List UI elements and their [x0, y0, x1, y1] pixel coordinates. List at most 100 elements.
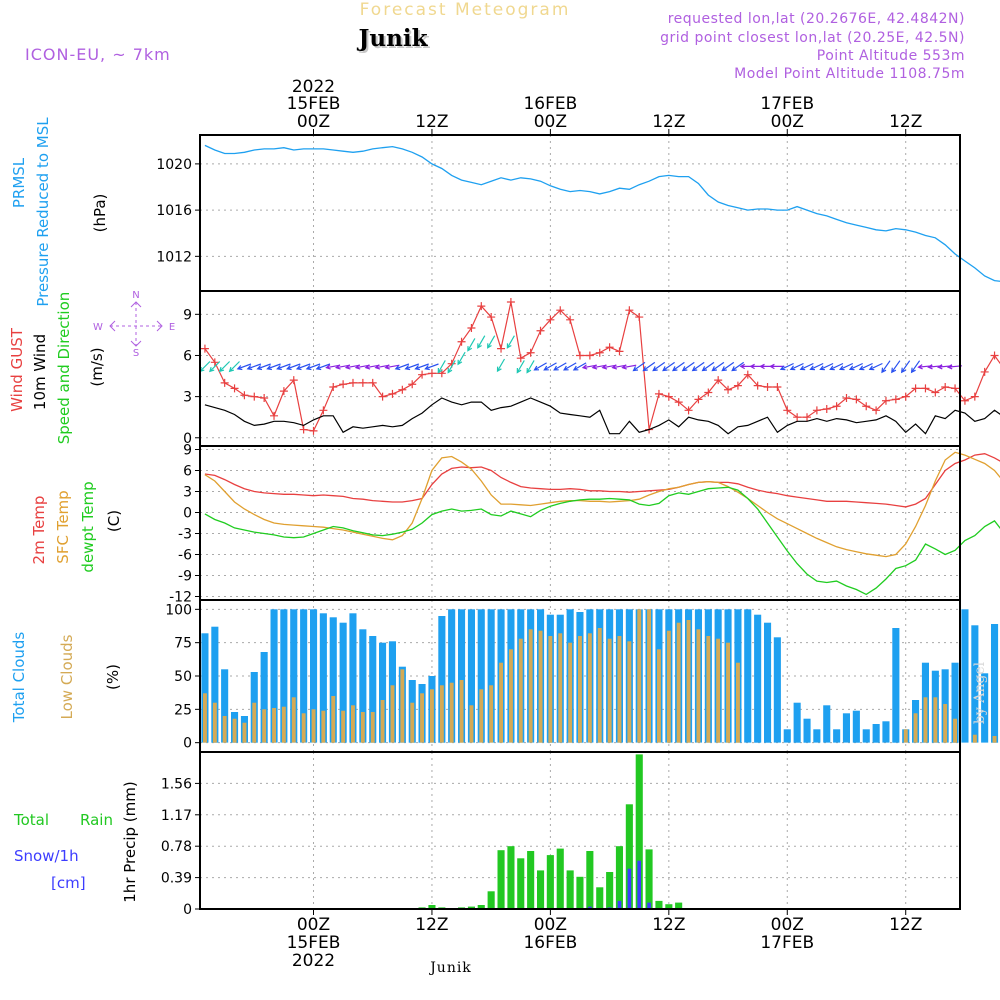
wind-label: 10m Wind: [31, 334, 49, 410]
low-clouds-bar: [430, 689, 434, 743]
total-clouds-bar: [773, 637, 781, 743]
total-clouds-bar: [329, 617, 337, 743]
gust-marker: [506, 297, 515, 306]
gust-marker: [704, 388, 713, 397]
panel-pressure: 1012 1016 1020: [156, 134, 1000, 292]
grid-point-coords: grid point closest lon,lat (20.25E, 42.5…: [660, 30, 965, 46]
low-clouds-bar: [242, 722, 247, 743]
y-tick-label: 50: [174, 669, 192, 685]
total-clouds-bar: [458, 609, 466, 743]
low-clouds-bar: [953, 718, 957, 743]
low-clouds-bar: [469, 705, 474, 743]
gust-marker: [615, 347, 624, 356]
wind-direction-arrow: [414, 363, 429, 371]
wind-direction-arrow: [236, 363, 252, 371]
total-clouds-bar: [270, 609, 278, 743]
total-clouds-bar: [310, 609, 318, 743]
wind-direction-arrow: [632, 361, 646, 372]
gust-marker: [388, 389, 397, 398]
low-clouds-bar: [360, 712, 365, 743]
total-clouds-bar: [487, 609, 495, 743]
low-clouds-bar: [528, 629, 533, 743]
total-clouds-bar: [754, 614, 762, 743]
total-clouds-bar: [280, 609, 288, 743]
gust-marker: [773, 383, 782, 392]
low-clouds-bar: [400, 669, 405, 743]
wind-direction-arrow: [506, 335, 515, 349]
low-clouds-bar: [518, 638, 523, 743]
wind-direction-arrow: [891, 360, 901, 374]
wind-direction-arrow: [218, 361, 231, 373]
low-clouds-bar: [479, 689, 484, 743]
bottom-axis-year: 2022: [292, 951, 335, 971]
gust-marker: [605, 343, 614, 352]
gust-marker: [220, 378, 229, 387]
total-clouds-bar: [467, 609, 475, 743]
y-tick-label: 0: [183, 902, 192, 918]
gust-marker: [319, 406, 328, 415]
wind-direction-arrow: [209, 361, 221, 373]
bottom-axis-hour: 00Z: [297, 915, 330, 935]
temp-2m-line: [204, 453, 1000, 508]
sfc-temp-label: SFC Temp: [54, 490, 72, 563]
total-clouds-bar: [862, 729, 870, 743]
wind-direction-arrow: [691, 361, 705, 372]
wind-direction-arrow: [681, 361, 695, 372]
low-clouds-bar: [913, 713, 918, 743]
top-axis-hour: 00Z: [771, 112, 804, 132]
pressure-line: [204, 144, 1000, 282]
gust-marker: [299, 425, 308, 434]
precip-unit: 1hr Precip (mm): [121, 781, 139, 902]
gust-marker: [694, 395, 703, 404]
total-clouds-label: Total Clouds: [10, 632, 28, 724]
gust-marker: [832, 402, 841, 411]
y-tick-label: -9: [178, 569, 192, 585]
gust-marker: [625, 306, 634, 315]
wind-direction-arrow: [662, 361, 675, 372]
bottom-axis-hour: 12Z: [415, 915, 448, 935]
low-clouds-bar: [321, 710, 326, 743]
low-clouds-bar: [726, 642, 730, 743]
low-clouds-bar: [657, 649, 661, 743]
dewpt-label: dewpt Temp: [79, 481, 97, 572]
total-clouds-bar: [833, 729, 841, 743]
y-tick-label: 100: [165, 602, 192, 618]
wind-direction-arrow: [424, 363, 439, 371]
y-tick-label: 9: [183, 307, 192, 323]
gust-marker: [862, 402, 871, 411]
low-clouds-bar: [420, 693, 424, 743]
low-clouds-bar: [291, 697, 296, 743]
total-clouds-bar: [438, 616, 446, 743]
rain-bar: [556, 848, 564, 909]
wind-direction-arrow: [286, 363, 301, 371]
wind-direction-arrow: [533, 362, 547, 371]
gust-marker: [497, 344, 506, 353]
gust-marker: [536, 326, 545, 335]
low-clouds-label: Low Clouds: [58, 634, 76, 719]
gust-marker: [724, 385, 733, 394]
svg-text:S: S: [133, 348, 139, 359]
low-clouds-bar: [390, 685, 395, 743]
wind-direction-arrow: [315, 363, 331, 371]
rain-bar: [537, 870, 545, 909]
wind-direction-arrow: [305, 363, 321, 371]
wind-direction-arrow: [447, 360, 456, 374]
gust-marker: [881, 396, 890, 405]
wind-direction-arrow: [256, 363, 271, 371]
gust-marker: [970, 392, 979, 401]
total-clouds-bar: [319, 613, 327, 743]
rain-bar: [606, 872, 614, 909]
low-clouds-bar: [301, 713, 306, 743]
gust-marker: [546, 315, 555, 324]
gust-marker: [990, 351, 999, 360]
wind-direction-arrow: [404, 363, 420, 371]
wind-direction-arrow: [721, 361, 735, 372]
bottom-axis-hour: 12Z: [652, 915, 685, 935]
total-clouds-bar: [359, 629, 367, 743]
rain-bar: [586, 851, 594, 909]
total-clouds-bar: [448, 609, 456, 743]
wind-direction-arrow: [516, 360, 525, 374]
low-clouds-bar: [262, 709, 267, 743]
wind-direction-arrow: [266, 363, 281, 371]
